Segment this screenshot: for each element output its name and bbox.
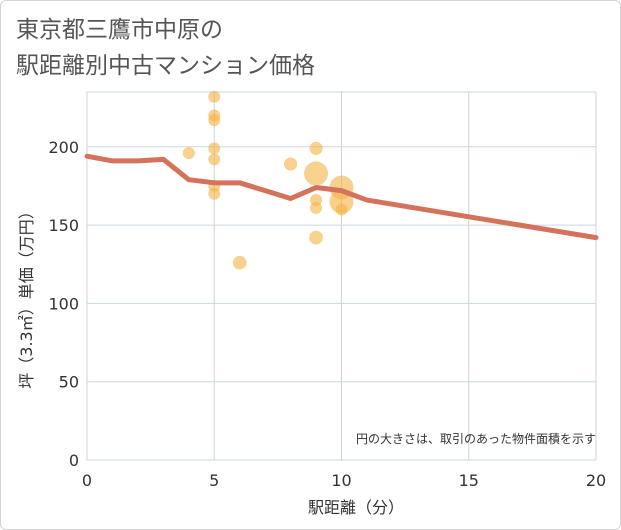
chart-title-line1: 東京都三鷹市中原の xyxy=(16,17,223,43)
bubble-point xyxy=(284,157,298,171)
x-tick-label: 5 xyxy=(209,471,219,490)
chart-title-line2: 駅距離別中古マンション価格 xyxy=(16,53,315,79)
bubble-point xyxy=(309,230,323,245)
bubble-point xyxy=(232,255,247,270)
bubble-point xyxy=(310,201,323,214)
trend-line xyxy=(84,153,599,241)
bubble-point xyxy=(208,142,221,155)
bubble-point xyxy=(329,189,354,214)
x-tick-label: 20 xyxy=(586,471,606,490)
x-axis-title: 駅距離（分） xyxy=(308,498,404,517)
size-note: 円の大きさは、取引のあった物件面積を示す xyxy=(356,431,596,446)
bubble-point xyxy=(208,114,221,127)
y-tick-label: 200 xyxy=(48,138,79,157)
bubbles xyxy=(182,90,354,270)
x-tick-label: 10 xyxy=(331,471,351,490)
chart-title: 東京都三鷹市中原の 駅距離別中古マンション価格 xyxy=(16,12,315,84)
grid xyxy=(86,91,597,461)
y-tick-label: 50 xyxy=(59,373,79,392)
bubble-point xyxy=(208,153,221,166)
y-axis-title: 坪（3.3㎡）単価（万円） xyxy=(17,203,36,388)
y-tick-label: 100 xyxy=(48,294,79,313)
bubble-point xyxy=(304,161,329,186)
trend-line-layer xyxy=(84,153,599,241)
bubble-point xyxy=(335,203,348,216)
x-tick-label: 0 xyxy=(82,471,92,490)
bubble-point xyxy=(182,147,195,160)
bubble-point xyxy=(208,187,221,200)
x-tick-label: 15 xyxy=(459,471,479,490)
bubble-point xyxy=(309,141,323,155)
y-tick-label: 150 xyxy=(48,216,79,235)
bubble-point xyxy=(208,90,221,103)
y-tick-label: 0 xyxy=(69,451,79,470)
